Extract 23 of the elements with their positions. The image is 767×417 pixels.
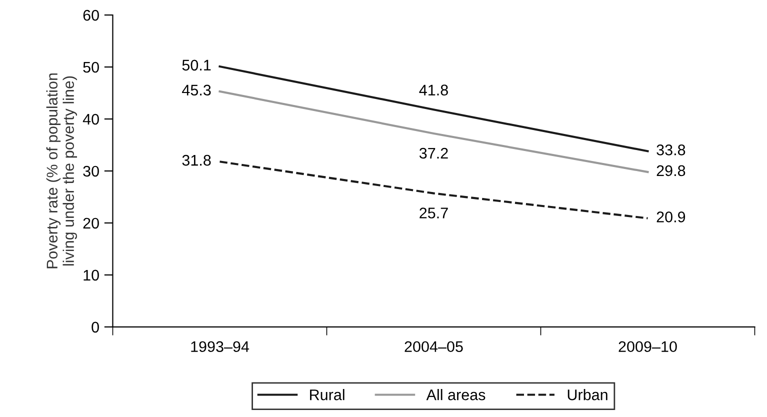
x-tick-label: 2004–05	[404, 341, 463, 352]
legend-label: Rural	[310, 389, 344, 400]
y-tick-label: 50	[83, 62, 99, 73]
y-tick-label: 30	[83, 166, 99, 177]
data-label: 50.1	[182, 60, 211, 71]
y-tick-label: 60	[83, 10, 99, 21]
data-label: 25.7	[420, 208, 448, 218]
y-axis-title: Poverty rate (% of population living under the poverty line)	[46, 73, 78, 268]
data-label: 29.8	[656, 165, 686, 176]
y-tick-label: 10	[84, 270, 99, 281]
legend-label: All areas	[426, 389, 486, 400]
y-tick-label: 20	[83, 218, 99, 229]
x-tick-label: 1993–94	[191, 341, 250, 352]
data-label: 37.2	[419, 148, 448, 159]
data-label: 31.8	[182, 154, 211, 166]
data-label: 45.3	[182, 84, 211, 96]
y-tick-label: 40	[82, 114, 99, 125]
y-tick-label: 0	[92, 322, 99, 333]
data-label: 41.8	[419, 84, 448, 96]
x-tick-label: 2009–10	[618, 341, 677, 352]
data-label: 20.9	[656, 212, 686, 222]
legend-label: Urban	[568, 389, 608, 400]
data-label: 33.8	[656, 144, 686, 156]
